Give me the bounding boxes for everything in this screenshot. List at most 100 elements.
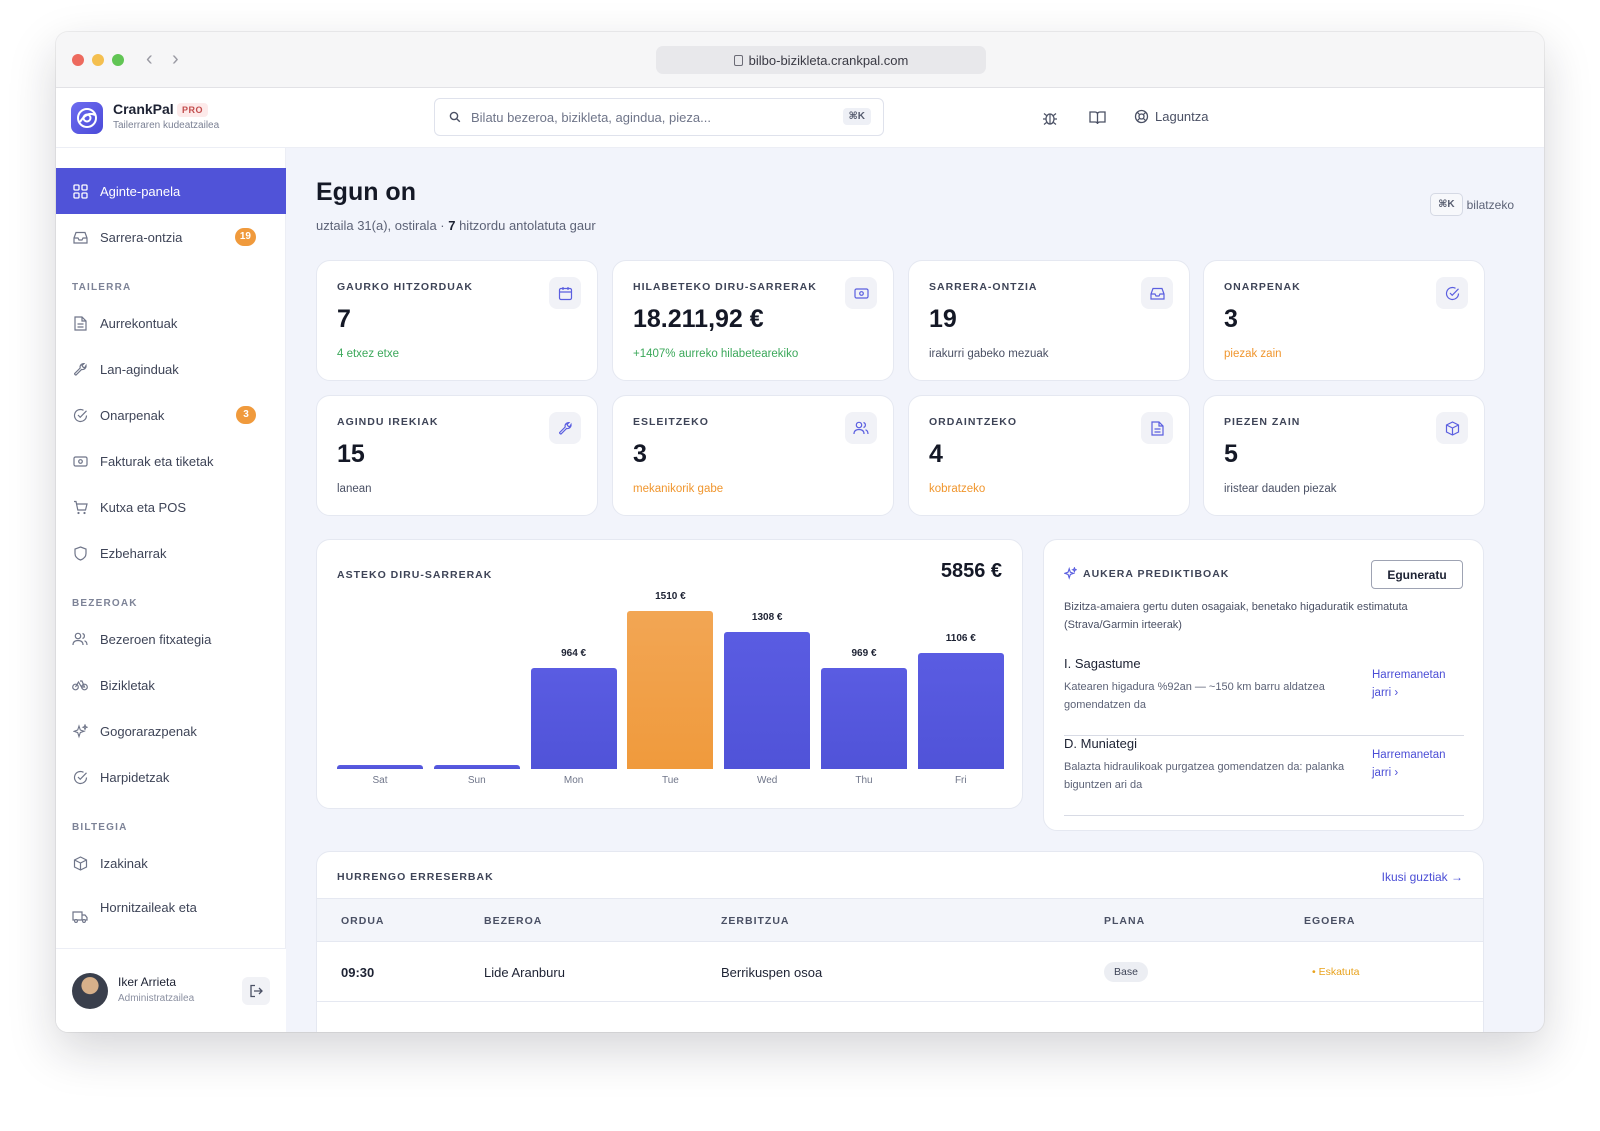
column-header[interactable]: BEZEROA	[484, 915, 543, 927]
document-icon	[72, 315, 88, 331]
book-icon[interactable]	[1089, 110, 1106, 131]
contact-link[interactable]: Harremanetan jarri ›	[1372, 669, 1446, 699]
chart-bar-sun[interactable]	[433, 765, 520, 769]
kpi-card-monthly-revenue[interactable]: HILABETEKO DIRU-SARRERAK 18.211,92 € +14…	[612, 260, 894, 381]
address-bar[interactable]: bilbo-bizikleta.crankpal.com	[656, 46, 986, 74]
card-subtext: lanean	[337, 483, 372, 495]
sidebar-item-label: Aurrekontuak	[100, 315, 178, 331]
search-icon	[449, 111, 461, 123]
date-summary: uztaila 31(a), ostirala · 7 hitzordu ant…	[316, 218, 596, 233]
card-label: ONARPENAK	[1224, 281, 1301, 293]
section-title-customers: BEZEROAK	[72, 598, 138, 609]
pro-badge: PRO	[177, 103, 209, 117]
maximize-window-button[interactable]	[112, 54, 124, 66]
chart-bar-thu[interactable]	[821, 667, 907, 769]
back-arrow-icon[interactable]: ‹	[146, 48, 153, 70]
minimize-window-button[interactable]	[92, 54, 104, 66]
prediction-customer: I. Sagastume	[1064, 656, 1141, 671]
close-window-button[interactable]	[72, 54, 84, 66]
prediction-item: I. Sagastume Katearen higadura %92an — ~…	[1064, 656, 1464, 736]
sidebar-item-quotes[interactable]: Aurrekontuak	[56, 300, 286, 346]
kpi-card-open-orders[interactable]: AGINDU IREKIAK 15 lanean	[316, 395, 598, 516]
sidebar-item-label: Sarrera-ontzia	[100, 229, 183, 245]
sidebar-item-stock[interactable]: Izakinak	[56, 840, 286, 886]
card-value: 19	[929, 305, 957, 333]
card-label: ORDAINTZEKO	[929, 416, 1017, 428]
brand-logo-icon[interactable]	[71, 102, 103, 134]
check-circle-icon	[1436, 277, 1468, 309]
kpi-card-approvals[interactable]: ONARPENAK 3 piezak zain	[1203, 260, 1485, 381]
contact-link[interactable]: Harremanetan jarri ›	[1372, 749, 1446, 779]
avatar[interactable]	[72, 973, 108, 1009]
table-row[interactable]: 09:30 Lide Aranburu Berrikuspen osoa Bas…	[317, 943, 1483, 1002]
card-subtext: mekanikorik gabe	[633, 483, 724, 495]
sidebar-item-dashboard[interactable]: Aginte-panela	[56, 168, 286, 214]
card-value: 7	[337, 305, 351, 333]
kpi-card-appointments[interactable]: GAURKO HITZORDUAK 7 4 etxez etxe	[316, 260, 598, 381]
user-name: Iker Arrieta	[118, 975, 177, 989]
app-header: CrankPal PRO Tailerraren kudeatzailea Bi…	[56, 88, 1544, 148]
bar-category-label: Sat	[372, 775, 388, 786]
chart-bar-fri[interactable]	[917, 653, 1004, 769]
check-circle-icon	[72, 769, 88, 785]
sidebar-item-bikes[interactable]: Bizikletak	[56, 662, 286, 708]
bar-category-label: Sun	[467, 775, 486, 786]
sidebar-item-reminders[interactable]: Gogorarazpenak	[56, 708, 286, 754]
bar-value-label: 1510 €	[655, 591, 686, 602]
kpi-card-to-assign[interactable]: ESLEITZEKO 3 mekanikorik gabe	[612, 395, 894, 516]
cart-icon	[72, 499, 88, 515]
sidebar-item-label: Bezeroen fitxategia	[100, 631, 212, 647]
search-shortcut-hint: ⌘K bilatzeko	[1430, 193, 1514, 216]
bike-icon	[72, 677, 88, 693]
sidebar-item-label: Fakturak eta tiketak	[100, 453, 214, 469]
bar-value-label: 964 €	[561, 648, 587, 660]
chart-total: 5856 €	[940, 560, 1002, 582]
sidebar-item-approvals[interactable]: Onarpenak 3	[56, 392, 286, 438]
sparkles-icon	[72, 723, 88, 739]
kpi-card-to-pay[interactable]: ORDAINTZEKO 4 kobratzeko	[908, 395, 1190, 516]
sidebar-item-incidents[interactable]: Ezbeharrak	[56, 530, 286, 576]
help-button[interactable]: Laguntza	[1134, 109, 1209, 124]
approvals-count-badge: 3	[236, 406, 256, 424]
appointments-suffix: hitzordu antolatuta gaur	[455, 218, 596, 233]
forward-arrow-icon[interactable]: ›	[172, 48, 179, 70]
card-value: 4	[929, 440, 943, 468]
logout-button[interactable]	[242, 977, 270, 1005]
sidebar-item-label: Kutxa eta POS	[100, 499, 186, 515]
predictive-title: AUKERA PREDIKTIBOAK	[1083, 568, 1230, 580]
sidebar-item-customer-files[interactable]: Bezeroen fitxategia	[56, 616, 286, 662]
box-icon	[1436, 412, 1468, 444]
kpi-card-parts-waiting[interactable]: PIEZEN ZAIN 5 iristear dauden piezak	[1203, 395, 1485, 516]
card-value: 5	[1224, 440, 1238, 468]
sidebar-item-subscriptions[interactable]: Harpidetzak	[56, 754, 286, 800]
search-placeholder: Bilatu bezeroa, bizikleta, agindua, piez…	[471, 109, 711, 125]
bug-icon[interactable]	[1042, 110, 1058, 131]
wrench-icon	[72, 361, 88, 377]
booking-service: Berrikuspen osoa	[721, 965, 823, 980]
column-header[interactable]: ZERBITZUA	[721, 915, 790, 927]
chart-bar-sat[interactable]	[337, 765, 423, 769]
global-search-input[interactable]: Bilatu bezeroa, bizikleta, agindua, piez…	[434, 98, 884, 136]
chart-bar-mon[interactable]	[530, 668, 617, 769]
card-value: 3	[1224, 305, 1238, 333]
bar-category-label: Thu	[855, 775, 873, 786]
inbox-icon	[72, 229, 88, 245]
sidebar-item-inbox[interactable]: Sarrera-ontzia 19	[56, 214, 286, 260]
see-all-link[interactable]: Ikusi guztiak →	[1381, 870, 1463, 884]
sidebar-item-invoices[interactable]: Fakturak eta tiketak	[56, 438, 286, 484]
kpi-card-inbox[interactable]: SARRERA-ONTZIA 19 irakurri gabeko mezuak	[908, 260, 1190, 381]
sidebar-item-work-orders[interactable]: Lan-aginduak	[56, 346, 286, 392]
date-text: uztaila 31(a), ostirala ·	[316, 218, 449, 233]
column-header[interactable]: EGOERA	[1304, 915, 1356, 927]
card-value: 3	[633, 440, 647, 468]
sidebar-item-pos[interactable]: Kutxa eta POS	[56, 484, 286, 530]
chart-bar-tue[interactable]	[627, 611, 714, 769]
sidebar-item-label: Ezbeharrak	[100, 545, 167, 561]
column-header[interactable]: ORDUA	[341, 915, 385, 927]
sidebar-item-suppliers[interactable]: Hornitzaileak eta	[56, 886, 286, 926]
column-header[interactable]: PLANA	[1104, 915, 1146, 927]
card-subtext: +1407% aurreko hilabetearekiko	[633, 348, 799, 360]
sidebar-item-label: Hornitzaileak eta	[100, 900, 197, 915]
chart-bar-wed[interactable]	[724, 632, 811, 769]
refresh-button[interactable]: Eguneratu	[1371, 560, 1463, 589]
